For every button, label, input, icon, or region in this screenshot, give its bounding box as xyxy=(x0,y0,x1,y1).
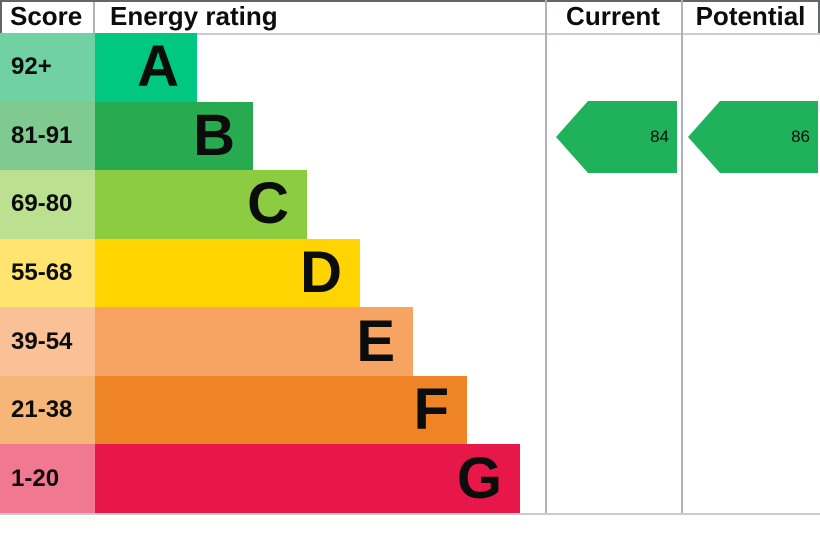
score-range-cell: 55-68 xyxy=(0,238,95,308)
rating-bar-f: F xyxy=(95,375,467,445)
current-column-divider xyxy=(545,0,547,513)
header-row: Score Energy rating Current Potential xyxy=(0,0,820,33)
score-range-cell: 39-54 xyxy=(0,307,95,376)
table-bottom-border xyxy=(0,513,820,515)
rating-bar-a: A xyxy=(95,33,197,102)
rating-bar-c: C xyxy=(95,170,307,239)
table-top-border xyxy=(0,0,820,2)
current-column-header: Current xyxy=(566,1,660,31)
rating-bar-d: D xyxy=(95,238,360,308)
score-range-cell: 81-91 xyxy=(0,101,95,171)
score-range-cell: 92+ xyxy=(0,33,95,102)
potential-column-header: Potential xyxy=(695,1,806,31)
rating-bar-g: G xyxy=(95,444,520,514)
header-right-border xyxy=(818,0,820,33)
rating-bands: 92+ A 81-91 B 69-80 C 55-68 D 39-54 E 21… xyxy=(0,33,820,514)
header-left-border xyxy=(0,0,2,33)
header-bottom-border xyxy=(0,33,820,35)
band-row-a: 92+ A xyxy=(0,33,820,102)
current-rating-value: 84 xyxy=(650,127,669,146)
score-column-header: Score xyxy=(10,1,83,31)
score-range-cell: 1-20 xyxy=(0,444,95,514)
band-row-e: 39-54 E xyxy=(0,307,820,376)
score-header-divider xyxy=(93,2,95,33)
band-row-b: 81-91 B xyxy=(0,101,820,171)
band-row-g: 1-20 G xyxy=(0,444,820,514)
potential-rating-arrow-icon: 86 xyxy=(688,101,818,173)
score-range-cell: 69-80 xyxy=(0,170,95,239)
score-range-cell: 21-38 xyxy=(0,375,95,445)
energy-rating-column-header: Energy rating xyxy=(110,1,278,31)
band-row-c: 69-80 C xyxy=(0,170,820,239)
rating-bar-b: B xyxy=(95,101,253,171)
rating-bar-e: E xyxy=(95,307,413,376)
band-row-d: 55-68 D xyxy=(0,238,820,308)
potential-column-divider xyxy=(681,0,683,513)
band-row-f: 21-38 F xyxy=(0,375,820,445)
potential-rating-value: 86 xyxy=(791,127,810,146)
